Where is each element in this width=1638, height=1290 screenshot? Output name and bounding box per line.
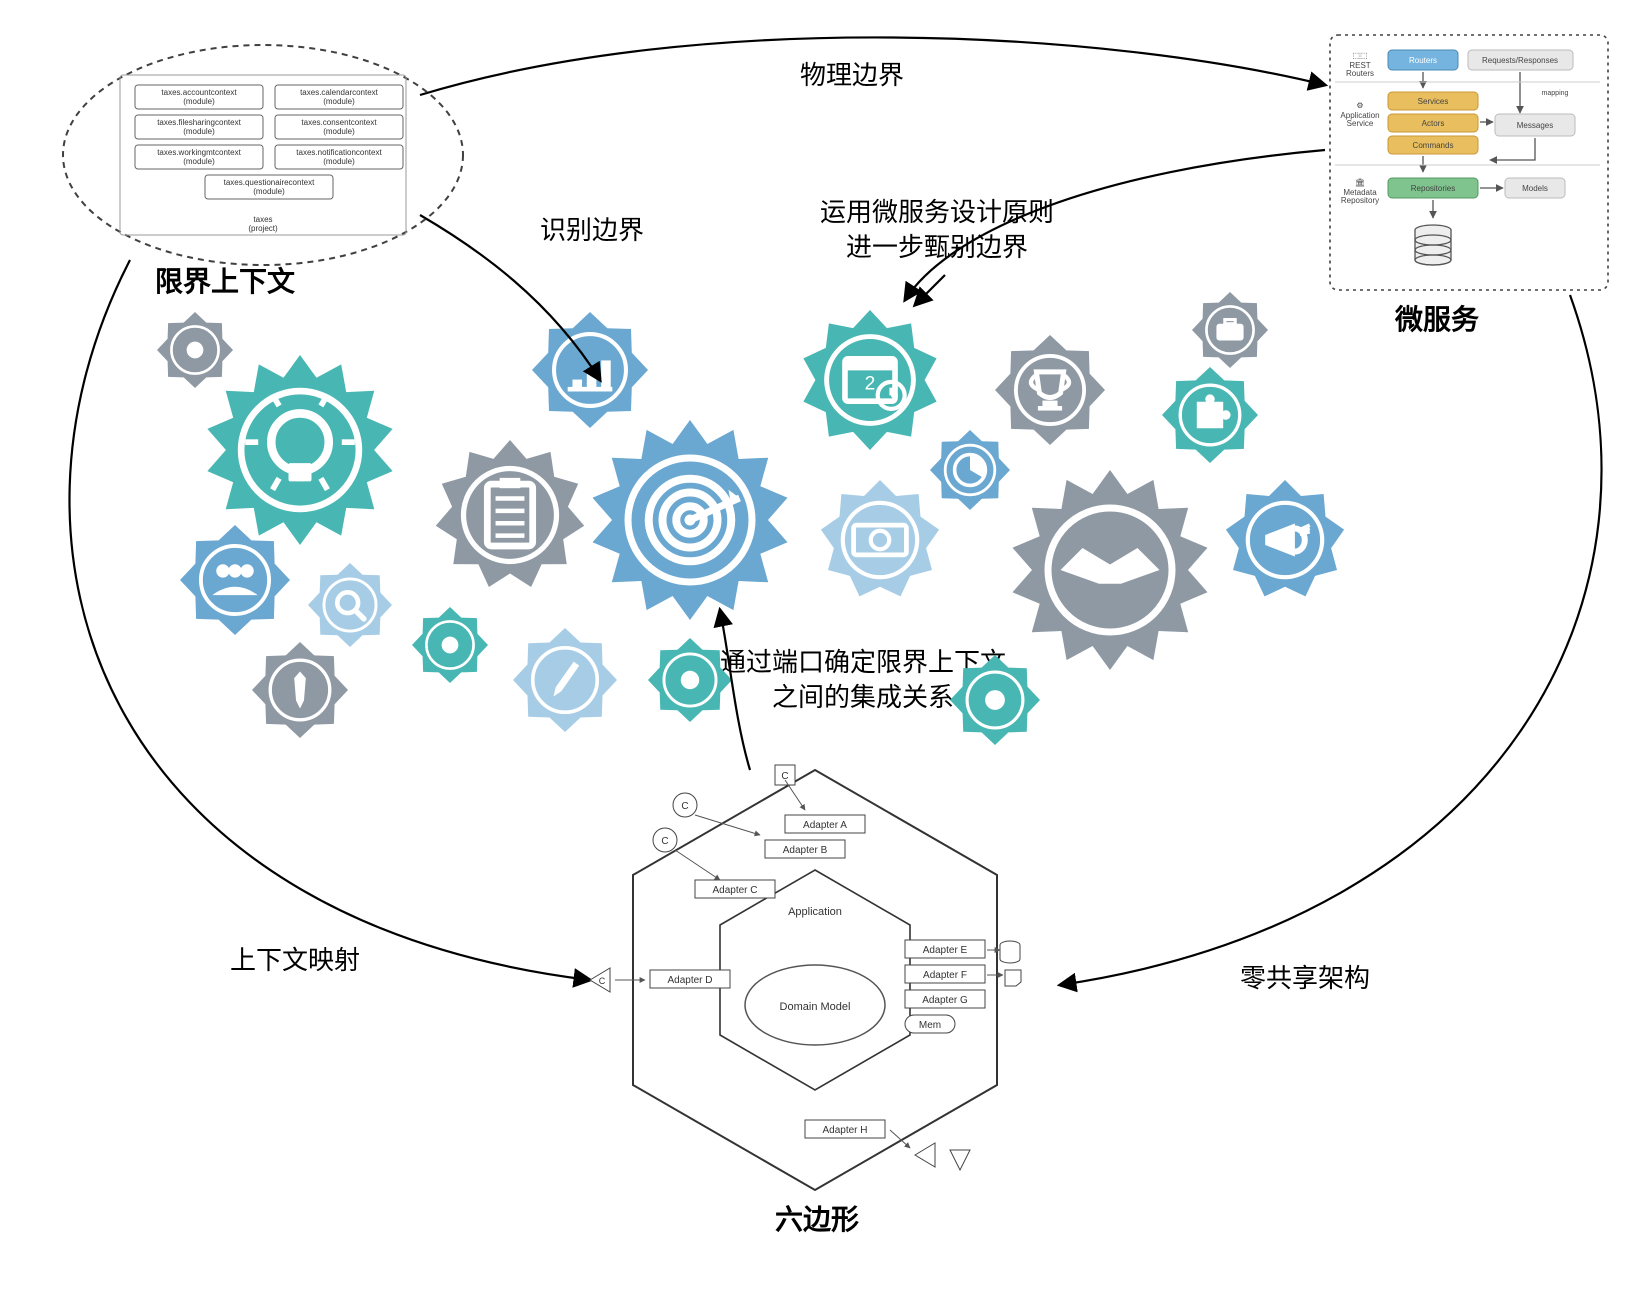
edge-label-physical-boundary: 物理边界 xyxy=(800,55,904,92)
microservices-title: 微服务 xyxy=(1395,298,1479,338)
svg-text:(module): (module) xyxy=(323,157,355,166)
svg-text:(module): (module) xyxy=(323,127,355,136)
edges xyxy=(69,37,1601,985)
svg-text:taxes.filesharingcontext: taxes.filesharingcontext xyxy=(157,118,241,127)
svg-text:C: C xyxy=(781,771,788,782)
edge-label-design-principle: 运用微服务设计原则 进一步甄别边界 xyxy=(820,195,1054,265)
bounded-context-title: 限界上下文 xyxy=(155,260,295,300)
svg-text:REST: REST xyxy=(1349,61,1370,70)
svg-text:2: 2 xyxy=(865,374,876,395)
svg-text:Repository: Repository xyxy=(1341,196,1379,205)
hex-adapter-g: Adapter G xyxy=(922,995,968,1006)
svg-text:C: C xyxy=(599,976,606,986)
hex-adapter-a: Adapter A xyxy=(803,820,847,831)
hex-adapter-b: Adapter B xyxy=(783,845,828,856)
hex-domain-model: Domain Model xyxy=(780,1001,851,1013)
hex-adapter-d: Adapter D xyxy=(667,975,712,986)
svg-text:C: C xyxy=(681,801,688,812)
svg-text:taxes.questionairecontext: taxes.questionairecontext xyxy=(224,178,316,187)
svg-text:Service: Service xyxy=(1347,119,1374,128)
hexagon-node: Application Domain Model Adapter A Adapt… xyxy=(590,765,1021,1190)
hex-adapter-e: Adapter E xyxy=(923,945,968,956)
svg-text:(module): (module) xyxy=(323,97,355,106)
hex-adapter-f: Adapter F xyxy=(923,970,967,981)
edge-label-zero-share: 零共享架构 xyxy=(1240,958,1370,995)
edge-zero-share xyxy=(1060,295,1602,985)
bounded-context-footer-l1: taxes xyxy=(253,215,272,224)
svg-text:Metadata: Metadata xyxy=(1343,188,1377,197)
svg-text:(module): (module) xyxy=(183,157,215,166)
ms-models: Models xyxy=(1522,184,1548,193)
ms-repositories: Repositories xyxy=(1411,184,1455,193)
svg-text:taxes.accountcontext: taxes.accountcontext xyxy=(161,88,237,97)
ms-services: Services xyxy=(1418,97,1449,106)
svg-text:taxes.consentcontext: taxes.consentcontext xyxy=(301,118,377,127)
ms-messages: Messages xyxy=(1517,121,1553,130)
svg-text:taxes.calendarcontext: taxes.calendarcontext xyxy=(300,88,379,97)
svg-text:(module): (module) xyxy=(183,97,215,106)
diagram-canvas: 物理边界 识别边界 运用微服务设计原则 进一步甄别边界 通过端口确定限界上下文 … xyxy=(0,0,1638,1290)
edge-label-identify-boundary: 识别边界 xyxy=(540,210,644,247)
hexagon-title: 六边形 xyxy=(775,1198,859,1238)
microservices-node: ⬚⬚ REST Routers Routers Requests/Respons… xyxy=(1330,35,1608,290)
ms-actors: Actors xyxy=(1422,119,1445,128)
svg-text:taxes.notificationcontext: taxes.notificationcontext xyxy=(296,148,382,157)
hex-application: Application xyxy=(788,906,842,918)
hex-adapter-c: Adapter C xyxy=(712,885,757,896)
hex-mem: Mem xyxy=(919,1020,941,1031)
bounded-context-node: taxes.accountcontext(module)taxes.calend… xyxy=(63,45,463,265)
ms-routers: Routers xyxy=(1409,56,1437,65)
svg-text:C: C xyxy=(661,836,668,847)
bounded-context-footer-l2: (project) xyxy=(248,224,278,233)
svg-text:Application: Application xyxy=(1340,111,1379,120)
svg-text:⚙: ⚙ xyxy=(1356,101,1363,110)
hex-adapter-h: Adapter H xyxy=(822,1125,867,1136)
svg-text:🏛: 🏛 xyxy=(1355,178,1365,187)
edge-label-port-integration: 通过端口确定限界上下文 之间的集成关系 xyxy=(720,645,1006,715)
svg-text:(module): (module) xyxy=(253,187,285,196)
edge-context-mapping xyxy=(69,260,590,980)
edge-label-context-mapping: 上下文映射 xyxy=(230,940,360,977)
svg-text:(module): (module) xyxy=(183,127,215,136)
ms-commands: Commands xyxy=(1413,141,1454,150)
svg-text:⬚⬚: ⬚⬚ xyxy=(1352,51,1367,60)
ms-requests: Requests/Responses xyxy=(1482,56,1558,65)
ms-mapping: mapping xyxy=(1542,90,1569,97)
svg-text:taxes.workingmtcontext: taxes.workingmtcontext xyxy=(157,148,241,157)
svg-text:Routers: Routers xyxy=(1346,69,1374,78)
